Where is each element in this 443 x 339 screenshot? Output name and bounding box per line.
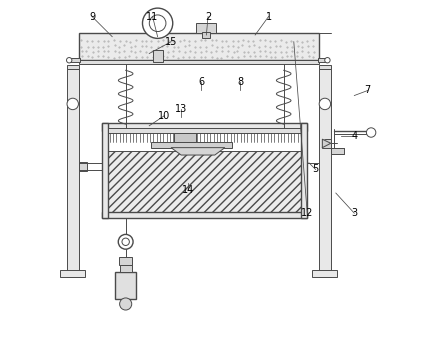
Bar (175, 133, 196, 142)
Text: 3: 3 (351, 208, 358, 218)
Text: 1: 1 (265, 12, 272, 21)
Text: 7: 7 (365, 85, 371, 96)
Polygon shape (323, 139, 331, 148)
Bar (108, 151, 301, 212)
Bar (319, 68, 331, 277)
Bar (102, 212, 307, 218)
Bar (331, 148, 344, 154)
Circle shape (319, 98, 330, 109)
Bar (115, 272, 136, 299)
Bar (152, 50, 163, 62)
Bar (323, 139, 331, 148)
Circle shape (143, 8, 173, 38)
Bar (108, 128, 301, 133)
Bar (312, 270, 338, 277)
Polygon shape (171, 148, 225, 155)
Text: 6: 6 (198, 77, 204, 87)
Text: 14: 14 (182, 185, 194, 195)
Bar (119, 257, 132, 265)
Bar (196, 23, 217, 33)
Text: 12: 12 (301, 208, 314, 218)
Circle shape (120, 298, 132, 310)
Text: 8: 8 (237, 77, 243, 87)
Text: 2: 2 (205, 12, 211, 21)
Bar (102, 123, 108, 218)
Text: 9: 9 (89, 12, 95, 21)
Bar (319, 65, 331, 68)
Bar (67, 68, 78, 277)
Bar (70, 58, 80, 62)
Text: 4: 4 (351, 131, 358, 141)
Circle shape (366, 128, 376, 137)
Circle shape (66, 58, 72, 63)
Circle shape (118, 234, 133, 249)
Text: 13: 13 (175, 104, 187, 114)
Bar (102, 123, 307, 131)
Circle shape (325, 58, 330, 63)
Bar (78, 60, 319, 64)
Circle shape (122, 238, 129, 245)
Bar (301, 123, 307, 218)
Text: 5: 5 (312, 164, 319, 175)
Text: 15: 15 (165, 37, 177, 47)
Bar (78, 33, 319, 60)
Bar (60, 270, 85, 277)
Text: 10: 10 (158, 111, 171, 121)
Bar (120, 265, 132, 272)
Text: 11: 11 (147, 12, 159, 21)
Bar (67, 65, 78, 68)
Bar (202, 32, 210, 38)
Circle shape (149, 15, 166, 32)
Bar (151, 142, 232, 148)
Bar (318, 58, 327, 62)
Circle shape (67, 98, 78, 109)
Bar (78, 162, 87, 171)
